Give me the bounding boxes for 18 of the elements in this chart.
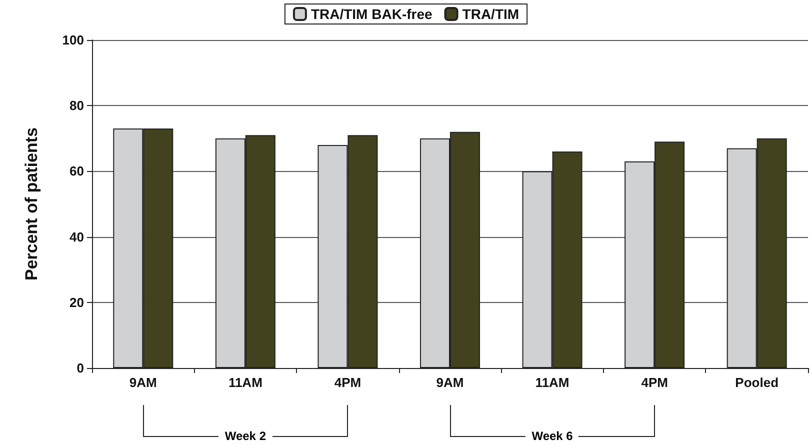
y-tick-label: 100 [62, 32, 84, 48]
x-tick-label: Pooled [735, 375, 779, 390]
x-tick-label: 4PM [334, 375, 362, 390]
y-tick-label: 60 [70, 164, 84, 179]
y-tick-label: 0 [76, 360, 84, 376]
x-tick-label: 11AM [228, 375, 262, 390]
text: Week 6 [526, 429, 579, 443]
text: Week 2 [218, 429, 272, 443]
x-tick-label: 9AM [436, 375, 464, 390]
x-tick-label: 9AM [129, 375, 157, 390]
legend-label: TRA/TIM [462, 6, 520, 22]
x-tick-label: 4PM [641, 375, 668, 390]
x-tick-label: 11AM [535, 375, 570, 390]
y-axis-title: Percent of patients [22, 127, 41, 281]
y-tick-label: 20 [70, 294, 84, 310]
y-tick-label: 40 [70, 229, 84, 244]
y-tick-label: 80 [70, 98, 84, 114]
legend-label: TRA/TIM BAK-free [310, 6, 432, 22]
